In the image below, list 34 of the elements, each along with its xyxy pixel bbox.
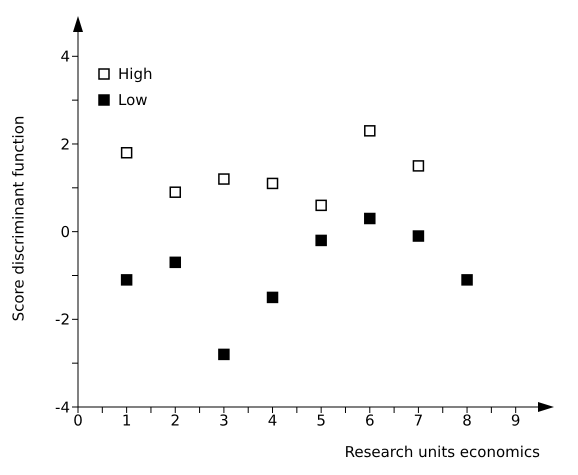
point <box>315 200 327 212</box>
point <box>364 125 376 137</box>
x-tick-label: 6 <box>365 412 375 430</box>
legend-label: Low <box>118 91 148 109</box>
x-tick-label: 1 <box>122 412 132 430</box>
point <box>120 146 132 158</box>
point <box>461 274 473 286</box>
x-tick-label: 0 <box>73 412 83 430</box>
x-tick-label: 2 <box>170 412 180 430</box>
y-tick-label: 2 <box>60 135 70 154</box>
point <box>218 173 230 185</box>
x-tick-label: 4 <box>268 412 278 430</box>
x-tick-label: 8 <box>462 412 472 430</box>
point <box>412 160 424 172</box>
y-tick-label: -4 <box>55 398 70 416</box>
x-tick-label: 7 <box>414 412 424 430</box>
y-axis-title: Score discriminant function <box>9 116 28 322</box>
point <box>412 230 424 242</box>
legend-label: High <box>118 65 152 83</box>
point <box>218 348 230 360</box>
y-tick-label: 0 <box>60 222 70 241</box>
point <box>364 212 376 224</box>
point <box>266 178 278 190</box>
point <box>266 292 278 304</box>
point <box>170 186 182 198</box>
x-tick-label: 5 <box>316 412 326 430</box>
y-tick-label: 4 <box>60 48 70 66</box>
point <box>120 274 132 286</box>
point <box>170 256 182 268</box>
x-tick-label: 9 <box>510 412 520 430</box>
point <box>315 234 327 246</box>
y-tick-label: -2 <box>55 310 70 329</box>
x-axis-title: Research units economics <box>344 443 540 461</box>
x-tick-label: 3 <box>219 412 229 430</box>
